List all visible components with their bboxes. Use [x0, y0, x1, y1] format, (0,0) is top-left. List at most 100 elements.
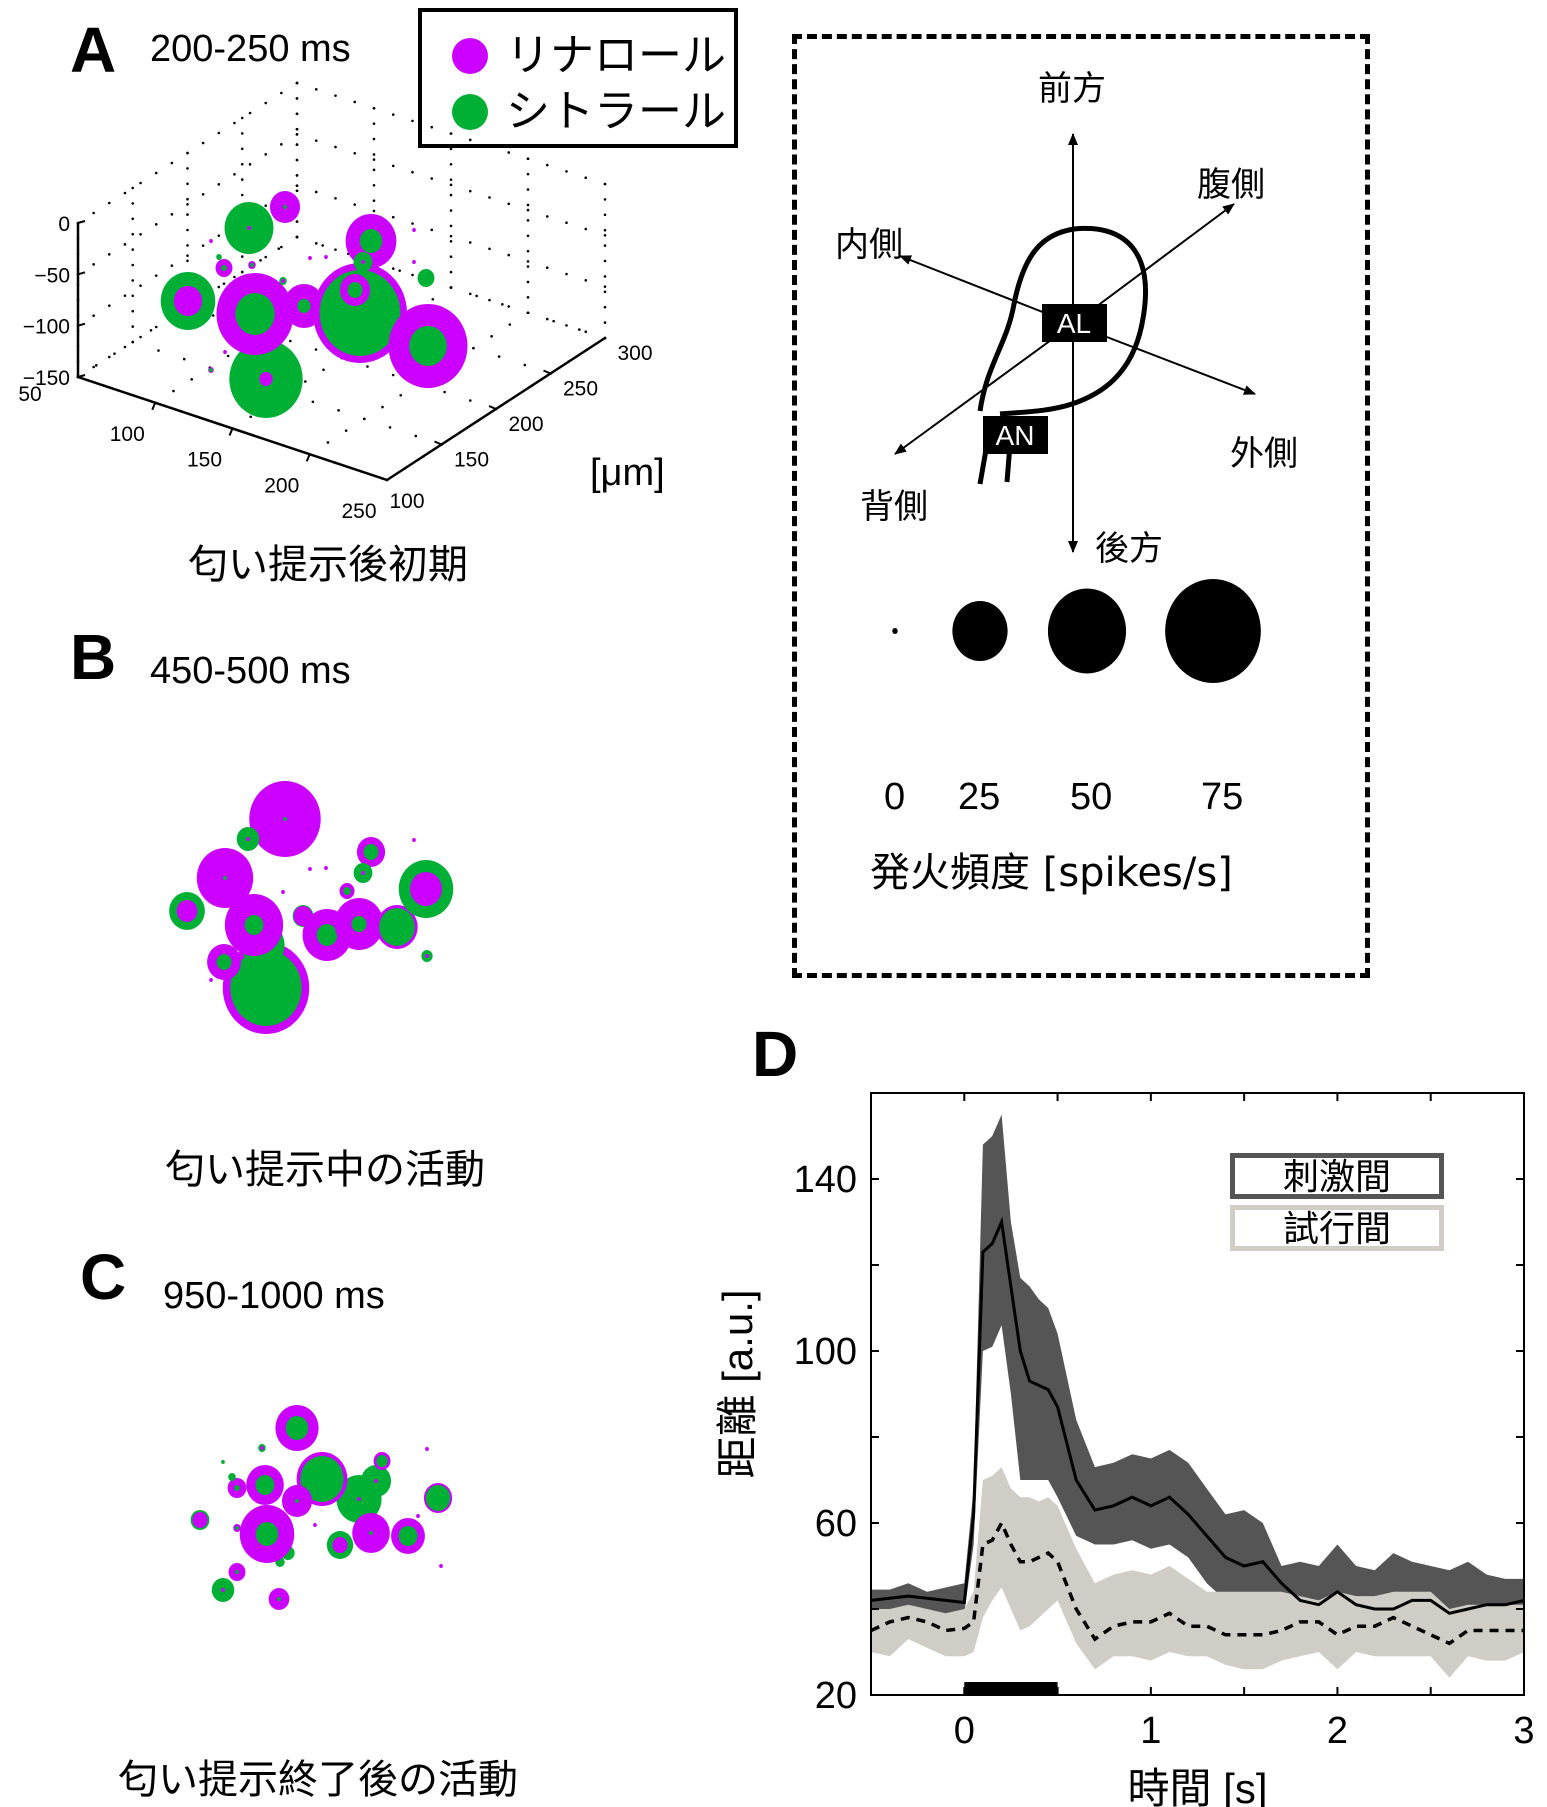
grid-dot — [154, 325, 158, 329]
grid-dot — [468, 138, 472, 142]
grid-dot — [449, 240, 453, 243]
grid-dot — [264, 255, 268, 259]
x-tick-label: 250 — [341, 500, 376, 520]
y-tick-label: 100 — [794, 1331, 857, 1373]
grid-dot — [131, 217, 135, 221]
grid-dot — [372, 137, 376, 141]
scale-label-25: 25 — [958, 776, 1001, 818]
inner-bubble — [281, 279, 285, 283]
y-tick-label: 200 — [508, 413, 543, 436]
panel-b-subtitle: 匂い提示中の活動 — [165, 1147, 485, 1193]
grid-dot — [449, 224, 453, 228]
grid-dot — [123, 191, 127, 195]
y-tick-label: 100 — [389, 490, 424, 513]
x-axis-label: 時間 [s] — [1127, 1765, 1267, 1807]
inner-bubble — [173, 286, 203, 316]
label-anterior: 前方 — [1038, 69, 1106, 109]
grid-dot — [545, 215, 549, 218]
grid-dot — [131, 279, 135, 282]
grid-dot — [391, 113, 395, 116]
grid-dot — [353, 203, 357, 206]
grid-dot — [431, 297, 435, 301]
legend-label-citral: シトラール — [506, 86, 726, 137]
grid-dot — [186, 213, 189, 216]
inner-bubble — [357, 1497, 361, 1501]
grid-dot — [321, 244, 324, 247]
linalool-bubble — [324, 866, 328, 870]
al-label: AL — [1057, 308, 1091, 339]
grid-dot — [526, 172, 530, 176]
inner-bubble — [319, 270, 401, 356]
grid-dot — [381, 405, 384, 409]
panel-c-time-window: 950-1000 ms — [163, 1275, 385, 1317]
grid-dot — [131, 248, 135, 251]
grid-dot — [372, 199, 376, 202]
grid-dot — [507, 202, 511, 206]
inner-bubble — [244, 915, 264, 935]
x-tick-label: 200 — [264, 474, 299, 497]
grid-dot — [565, 170, 568, 173]
grid-dot — [248, 163, 252, 166]
inner-bubble — [246, 837, 250, 841]
grid-dot — [222, 282, 226, 285]
y-tick-label: 300 — [617, 342, 652, 365]
grid-dot — [186, 254, 189, 257]
x-tick-label: 1 — [1140, 1710, 1161, 1752]
stimulus-bar — [964, 1682, 1058, 1695]
plot-3d-c: 0−50−100−1505010015020025010015020025030… — [190, 1405, 453, 1610]
grid-dot — [182, 357, 186, 361]
x-tick — [305, 453, 311, 462]
grid-dot — [131, 186, 135, 190]
grid-dot — [131, 325, 135, 328]
grid-dot — [353, 151, 357, 155]
grid-dot — [449, 193, 453, 197]
y-tick — [434, 440, 442, 446]
grid-dot — [344, 429, 348, 432]
grid-dot — [468, 292, 472, 296]
linalool-bubble — [281, 890, 285, 894]
inner-bubble — [223, 876, 227, 880]
al-label-box — [1042, 304, 1107, 342]
y-tick — [488, 405, 497, 410]
grid-dot — [233, 275, 236, 279]
grid-dot — [131, 309, 135, 313]
grid-dot — [472, 346, 475, 350]
grid-dot — [186, 167, 189, 170]
grid-dot — [411, 222, 414, 225]
inner-bubble — [247, 226, 251, 230]
grid-dot — [488, 144, 491, 148]
panel-letter-a: A — [70, 14, 117, 86]
grid-dot — [603, 182, 607, 186]
grid-dot — [603, 259, 607, 263]
distance-chart: 0 1 2 3 20 60 100 140 時間 [s] 距離 [a.u.] — [714, 1092, 1535, 1807]
grid-dot — [475, 294, 478, 298]
firing-rate-size-scale — [892, 579, 1261, 683]
linalool-bubble — [209, 239, 213, 243]
grid-dot — [277, 247, 281, 250]
grid-dot — [526, 311, 530, 315]
grid-dot — [372, 168, 376, 172]
grid-dot — [240, 147, 244, 151]
inner-bubble — [363, 844, 379, 860]
grid-dot — [399, 393, 402, 397]
inner-bubble — [361, 260, 365, 264]
stimulus-mean-line — [871, 1216, 1524, 1615]
grid-dot — [304, 380, 307, 383]
grid-dot — [449, 178, 453, 181]
grid-dot — [372, 183, 376, 187]
plot-frame — [870, 1092, 1525, 1696]
grid-dot — [123, 243, 127, 246]
inner-bubble — [260, 1446, 264, 1450]
inner-bubble — [409, 326, 447, 366]
grid-dot — [233, 121, 236, 125]
label-posterior: 後方 — [1095, 529, 1163, 569]
grid-dot — [584, 279, 588, 282]
grid-dot — [430, 228, 434, 232]
citral-bubble — [216, 254, 222, 260]
grid-dot — [603, 285, 607, 288]
inner-bubble — [192, 1512, 208, 1528]
bubbles — [169, 781, 454, 1034]
legend-trial: 試行間 — [1230, 1205, 1444, 1251]
grid-dot — [526, 219, 530, 222]
linalool-bubble — [223, 350, 227, 354]
